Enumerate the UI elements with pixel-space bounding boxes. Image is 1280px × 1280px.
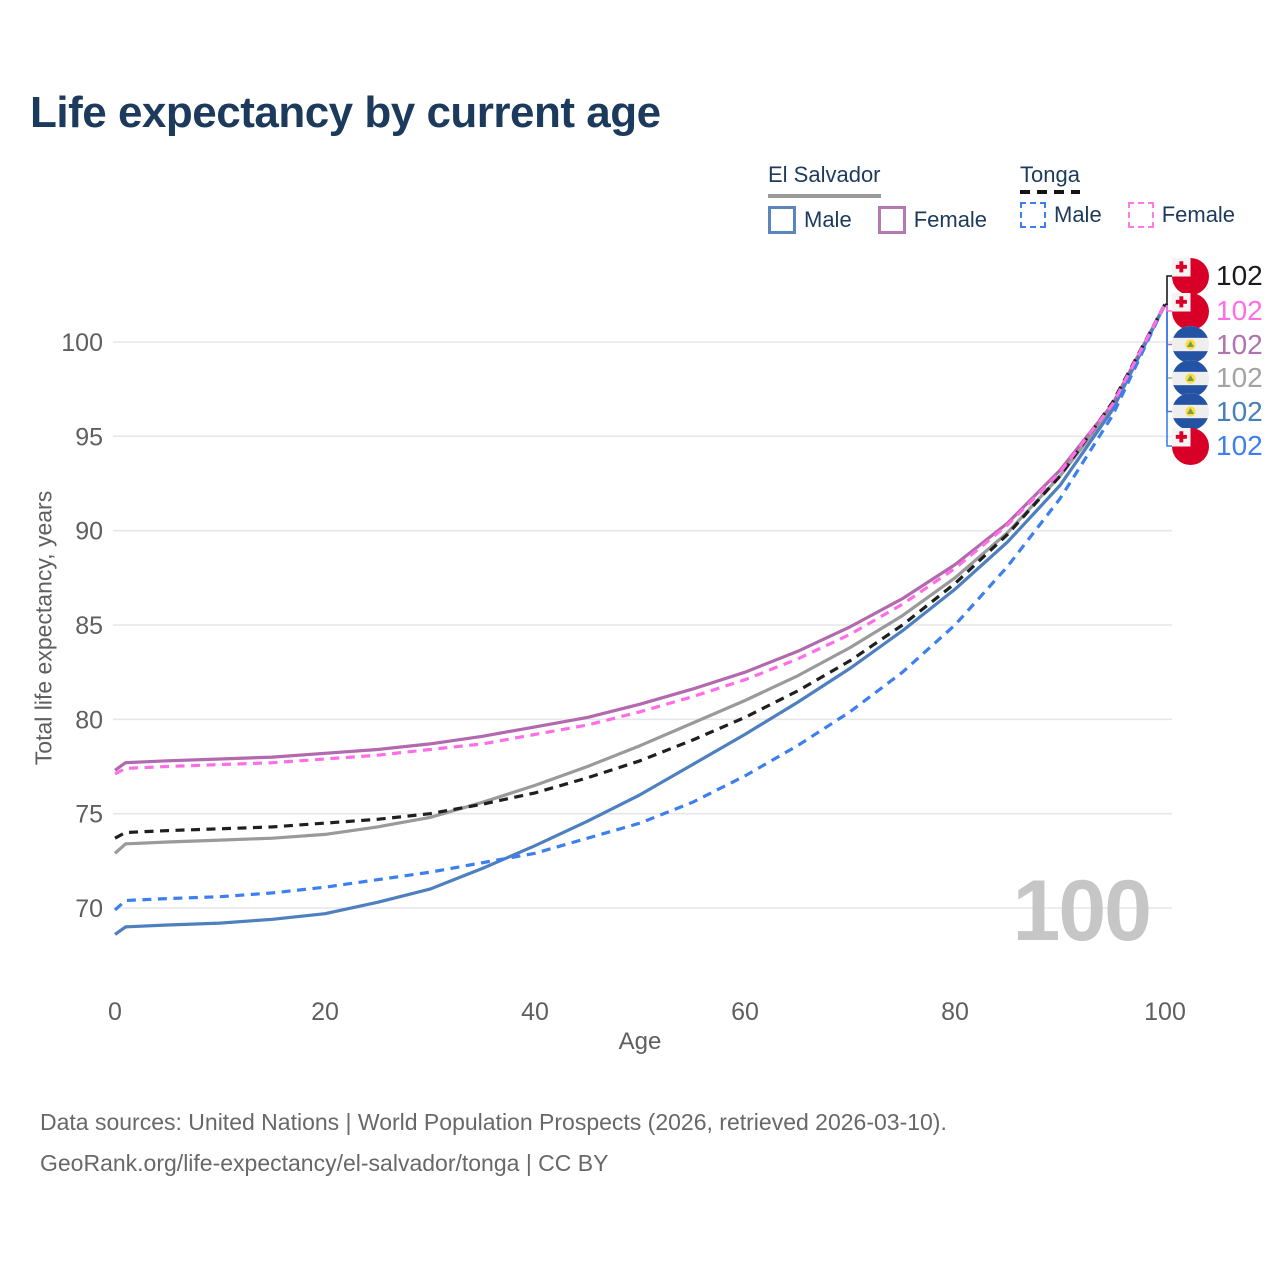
y-tick-label-75: 75 <box>75 801 103 829</box>
end-label-connector-4 <box>1165 303 1172 413</box>
el-salvador-flag-icon <box>1172 359 1209 397</box>
end-label-tonga-1: 102 <box>1172 292 1263 330</box>
tonga-flag-icon <box>1172 292 1209 330</box>
legend-label-tonga-female[interactable]: Female <box>1161 202 1236 227</box>
end-label-value: 102 <box>1216 430 1263 461</box>
legend-label-el-salvador-female[interactable]: Female <box>913 207 988 232</box>
legend-swatch-el-salvador-female[interactable] <box>877 206 906 234</box>
end-label-tonga-0: 102 <box>1172 257 1263 295</box>
legend-country-el-salvador: El Salvador <box>768 162 881 198</box>
y-axis-title: Total life expectancy, years <box>30 490 57 766</box>
legend-label-el-salvador-male[interactable]: Male <box>804 207 852 232</box>
end-label-el-salvador-2: 102 <box>1172 326 1263 363</box>
footer: Data sources: United Nations | World Pop… <box>40 1102 947 1184</box>
age-counter-watermark: 100 <box>1012 863 1152 959</box>
x-tick-label-40: 40 <box>521 998 549 1026</box>
x-axis-title: Age <box>619 1028 662 1055</box>
legend-swatch-tonga-female[interactable] <box>1127 202 1154 228</box>
end-label-el-salvador-4: 102 <box>1172 393 1263 430</box>
x-tick-label-60: 60 <box>731 998 759 1026</box>
footer-source-link[interactable]: GeoRank.org/life-expectancy/el-salvador/… <box>40 1150 609 1176</box>
x-tick-label-100: 100 <box>1144 998 1186 1026</box>
legend-label-tonga-male[interactable]: Male <box>1054 202 1102 227</box>
y-tick-label-95: 95 <box>75 423 103 451</box>
series-line-el-salvador-female <box>114 303 1167 772</box>
end-label-value: 102 <box>1216 395 1263 427</box>
legend-country-tonga: Tonga <box>1020 162 1080 194</box>
tonga-flag-icon <box>1172 257 1209 295</box>
page-title: Life expectancy by current age <box>30 88 661 137</box>
end-label-connector-5 <box>1165 303 1172 447</box>
y-tick-label-80: 80 <box>75 706 103 734</box>
y-tick-label-85: 85 <box>75 612 103 640</box>
end-label-tonga-5: 102 <box>1172 427 1263 465</box>
end-label-connector-0 <box>1165 275 1172 306</box>
series-line-el-salvador-male <box>114 303 1167 936</box>
y-tick-label-100: 100 <box>61 329 103 357</box>
x-tick-label-20: 20 <box>311 998 339 1026</box>
el-salvador-flag-icon <box>1172 393 1209 430</box>
tonga-flag-icon <box>1172 427 1209 465</box>
y-tick-label-90: 90 <box>75 518 103 546</box>
el-salvador-flag-icon <box>1172 326 1209 363</box>
end-label-el-salvador-3: 102 <box>1172 359 1263 397</box>
end-label-value: 102 <box>1216 295 1263 326</box>
y-tick-label-70: 70 <box>75 895 103 923</box>
footer-data-sources: Data sources: United Nations | World Pop… <box>40 1109 947 1135</box>
legend-group-tonga: Tonga Male Female <box>1020 162 1253 228</box>
legend-group-el-salvador: El Salvador Male Female <box>768 162 1005 234</box>
legend-swatch-el-salvador-male[interactable] <box>768 206 796 234</box>
x-tick-label-80: 80 <box>941 998 969 1026</box>
series-line-tonga <box>114 303 1167 840</box>
end-label-value: 102 <box>1216 328 1263 360</box>
end-label-value: 102 <box>1216 260 1263 291</box>
x-tick-label-0: 0 <box>108 998 122 1026</box>
series-line-el-salvador <box>113 303 1167 855</box>
legend-swatch-tonga-male[interactable] <box>1020 202 1046 228</box>
series-line-tonga-female <box>114 303 1167 776</box>
series-line-tonga-male <box>113 303 1167 912</box>
end-label-value: 102 <box>1216 362 1263 393</box>
end-label-connector-3 <box>1165 303 1172 379</box>
